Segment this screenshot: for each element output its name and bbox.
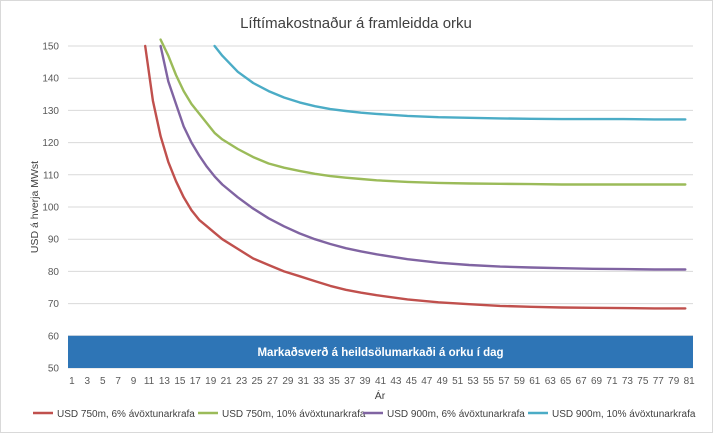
market-price-band-rect [68, 335, 693, 368]
x-tick-label: 9 [131, 376, 137, 387]
y-tick-label: 120 [42, 138, 59, 149]
x-tick-label: 39 [360, 376, 372, 387]
legend-label-1: USD 750m, 6% ávöxtunarkrafa [57, 409, 195, 420]
x-tick-label: 43 [390, 376, 402, 387]
x-tick-label: 53 [468, 376, 480, 387]
chart-title: Líftímakostnaður á framleidda orku [240, 15, 472, 32]
y-tick-label: 100 [42, 203, 59, 214]
x-tick-label: 17 [190, 376, 202, 387]
x-tick-label: 81 [684, 376, 696, 387]
x-tick-label: 75 [637, 376, 649, 387]
x-tick-label: 31 [298, 376, 310, 387]
y-axis-label: USD á hverja MWst [29, 161, 41, 253]
x-tick-label: 41 [375, 376, 387, 387]
x-tick-label: 49 [437, 376, 449, 387]
x-tick-label: 37 [344, 376, 356, 387]
x-tick-label: 61 [529, 376, 541, 387]
series-line-3 [159, 44, 687, 271]
y-tick-label: 150 [42, 42, 59, 53]
x-tick-label: 51 [452, 376, 464, 387]
legend-label-2: USD 750m, 10% ávöxtunarkrafa [222, 409, 366, 420]
series-line-1 [144, 44, 687, 310]
market-price-band: Markaðsverð á heildsölumarkaði á orku í … [68, 335, 693, 368]
x-tick-label: 47 [421, 376, 433, 387]
x-tick-label: 79 [668, 376, 680, 387]
x-tick-label: 77 [653, 376, 665, 387]
x-tick-label: 25 [251, 376, 263, 387]
x-axis-label: Ár [375, 389, 386, 402]
x-tick-label: 73 [622, 376, 634, 387]
x-tick-label: 23 [236, 376, 248, 387]
x-tick-label: 11 [144, 376, 155, 387]
market-price-band-label: Markaðsverð á heildsölumarkaði á orku í … [257, 347, 503, 359]
y-tick-label: 70 [48, 299, 60, 310]
x-tick-label: 45 [406, 376, 418, 387]
x-tick-label: 57 [498, 376, 510, 387]
x-tick-label: 5 [100, 376, 106, 387]
legend-label-3: USD 900m, 6% ávöxtunarkrafa [387, 409, 525, 420]
y-tick-label: 110 [43, 170, 59, 181]
x-tick-label: 33 [313, 376, 325, 387]
y-tick-label: 130 [42, 106, 59, 117]
legend-label-4: USD 900m, 10% ávöxtunarkrafa [552, 409, 696, 420]
x-axis: 1 3 5 7 9 11 13 15 17 19 21 23 25 27 29 31 33 35 37 39 41 43 4… [69, 376, 695, 387]
x-tick-label: 29 [282, 376, 294, 387]
x-tick-label: 19 [205, 376, 217, 387]
y-tick-label: 90 [48, 235, 60, 246]
series-line-4 [213, 44, 687, 121]
x-tick-label: 63 [545, 376, 557, 387]
x-tick-label: 7 [115, 376, 121, 387]
x-tick-label: 15 [174, 376, 186, 387]
x-tick-label: 67 [576, 376, 588, 387]
y-tick-label: 50 [48, 364, 60, 375]
y-axis: 50 60 70 80 90 100 110 120 130 140 150 [42, 42, 59, 375]
x-tick-label: 21 [221, 376, 233, 387]
series-lines [144, 38, 687, 310]
x-tick-label: 69 [591, 376, 603, 387]
x-tick-label: 71 [606, 376, 618, 387]
y-tick-label: 140 [42, 74, 59, 85]
x-tick-label: 55 [483, 376, 495, 387]
y-tick-label: 80 [48, 267, 60, 278]
x-tick-label: 65 [560, 376, 572, 387]
x-tick-label: 13 [159, 376, 171, 387]
y-tick-label: 60 [48, 331, 60, 342]
x-tick-label: 1 [69, 376, 75, 387]
legend: USD 750m, 6% ávöxtunarkrafa USD 750m, 10%… [33, 409, 696, 420]
x-tick-label: 3 [85, 376, 91, 387]
x-tick-label: 35 [329, 376, 341, 387]
x-tick-label: 27 [267, 376, 279, 387]
series-line-2 [159, 38, 687, 186]
x-tick-label: 59 [514, 376, 526, 387]
